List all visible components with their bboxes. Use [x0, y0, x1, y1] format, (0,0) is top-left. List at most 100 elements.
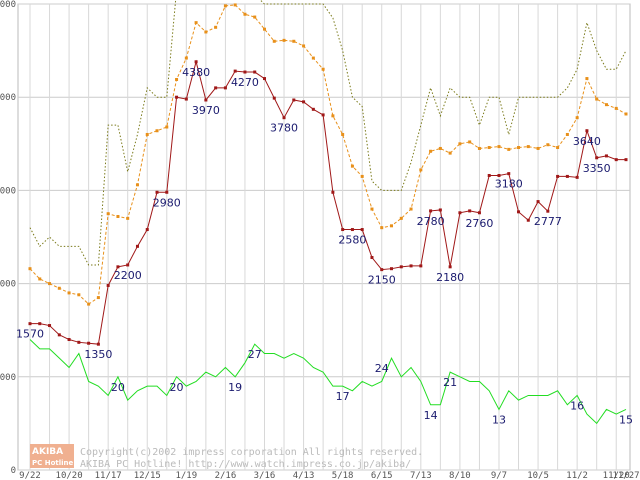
data-point-avg	[126, 216, 130, 220]
x-tick-label: 1/19	[175, 471, 197, 480]
data-point-min	[331, 190, 335, 194]
data-point-avg	[507, 147, 511, 151]
data-point-min	[575, 175, 579, 179]
data-point-avg	[575, 116, 579, 120]
data-label: 2777	[534, 215, 562, 228]
data-label: 15	[619, 413, 633, 426]
data-point-min	[48, 324, 52, 328]
data-label: 17	[336, 390, 350, 403]
watermark: AKIBA PC Hotline! Copyright(c)2002 impre…	[30, 444, 423, 470]
data-label: 2580	[338, 234, 366, 247]
data-label: 3350	[583, 162, 611, 175]
data-label: 3180	[495, 178, 523, 191]
data-point-min	[487, 173, 491, 177]
x-tick-label: 8/10	[449, 471, 471, 480]
logo-top-text: AKIBA	[32, 447, 63, 457]
data-point-min	[292, 98, 296, 102]
data-point-avg	[282, 38, 286, 42]
data-label: 1570	[16, 328, 44, 341]
logo-bottom-text: PC Hotline!	[32, 459, 76, 467]
data-point-avg	[458, 142, 462, 146]
plot-area	[17, 3, 631, 471]
data-point-avg	[556, 146, 560, 150]
x-tick-label: 10/5	[527, 471, 549, 480]
data-point-avg	[380, 226, 384, 230]
data-point-min	[390, 267, 394, 271]
data-point-avg	[341, 132, 345, 136]
data-point-avg	[390, 224, 394, 228]
x-tick-label: 9/7	[491, 471, 507, 480]
x-tick-label: 7/13	[410, 471, 432, 480]
data-point-min	[106, 283, 110, 287]
data-point-min	[214, 86, 218, 90]
data-point-avg	[223, 4, 227, 8]
data-point-avg	[438, 146, 442, 150]
data-label: 20	[170, 381, 184, 394]
data-point-min	[194, 60, 198, 64]
data-point-min	[350, 228, 354, 232]
data-label: 14	[424, 409, 438, 422]
data-point-min	[96, 342, 100, 346]
data-point-min	[546, 209, 550, 213]
data-point-min	[243, 70, 247, 74]
y-tick-label: 1000	[0, 373, 16, 383]
data-point-avg	[350, 164, 354, 168]
data-point-min	[67, 338, 71, 342]
data-point-avg	[604, 103, 608, 107]
series-line-shops	[29, 339, 627, 425]
data-point-min	[448, 265, 452, 269]
x-tick-label: 6/15	[371, 471, 393, 480]
data-point-min	[311, 107, 315, 111]
data-label: 16	[570, 399, 584, 412]
data-point-min	[604, 154, 608, 158]
data-point-min	[253, 70, 257, 74]
data-point-min	[184, 97, 188, 101]
data-point-avg	[96, 296, 100, 300]
data-point-min	[556, 174, 560, 178]
x-axis-ticks: 9/22 10/20 11/17 12/15 1/19 2/16 3/16 4/13 5/18 6…	[19, 471, 639, 480]
data-point-avg	[487, 146, 491, 150]
data-point-avg	[233, 3, 237, 7]
data-point-avg	[595, 97, 599, 101]
data-point-avg	[399, 216, 403, 220]
data-point-min	[135, 244, 139, 248]
data-point-min	[438, 208, 442, 212]
data-point-avg	[175, 77, 179, 81]
data-point-min	[155, 190, 159, 194]
data-label: 4270	[231, 76, 259, 89]
copyright-line: Copyright(c)2002 impress corporation All…	[80, 447, 423, 458]
data-label: 4380	[182, 66, 210, 79]
data-point-min	[517, 210, 521, 214]
data-point-min	[468, 209, 472, 213]
url-line: AKIBA PC Hotline! http://www.watch.impre…	[80, 459, 411, 470]
data-point-avg	[262, 27, 266, 31]
y-tick-label: 5000	[0, 0, 16, 10]
data-label: 2150	[368, 274, 396, 287]
data-point-avg	[311, 56, 315, 60]
data-point-min	[28, 322, 32, 326]
data-point-avg	[106, 212, 110, 216]
data-label: 2760	[465, 217, 493, 230]
data-point-avg	[497, 145, 501, 149]
data-point-avg	[468, 140, 472, 144]
data-point-min	[497, 173, 501, 177]
data-point-avg	[292, 39, 296, 43]
data-point-avg	[302, 44, 306, 48]
y-tick-label: 4000	[0, 93, 16, 103]
y-tick-label: 3000	[0, 186, 16, 196]
data-point-avg	[116, 214, 120, 218]
data-point-min	[175, 95, 179, 99]
x-tick-label: 11/27	[612, 471, 639, 480]
data-point-avg	[429, 149, 433, 153]
data-point-avg	[87, 302, 91, 306]
data-point-min	[429, 209, 433, 213]
data-point-min	[341, 228, 345, 232]
x-tick-label: 3/16	[254, 471, 276, 480]
data-point-avg	[585, 77, 589, 81]
series-line-avg	[29, 4, 627, 305]
data-point-min	[321, 113, 325, 117]
data-label: 3640	[573, 135, 601, 148]
data-label: 27	[248, 348, 262, 361]
y-tick-label: 2000	[0, 280, 16, 290]
data-label: 20	[111, 381, 125, 394]
